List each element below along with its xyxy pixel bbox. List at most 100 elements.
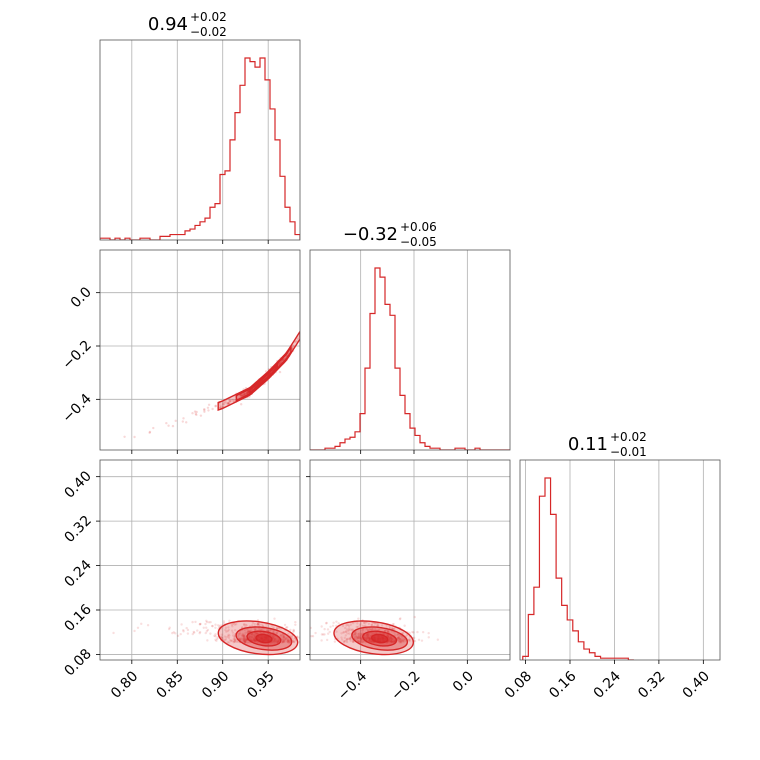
scatter-point [344, 626, 347, 630]
scatter-point [213, 634, 216, 638]
y-axis: 0.08 0.16 0.24 0.32 0.40 [61, 468, 100, 679]
scatter-point [353, 636, 356, 639]
scatter-point [276, 641, 279, 644]
scatter-point [388, 626, 392, 629]
scatter-point [204, 626, 208, 629]
scatter-point [257, 622, 260, 626]
scatter-point [287, 641, 290, 644]
scatter-point [243, 392, 247, 395]
scatter-point [282, 635, 286, 638]
scatter-point [269, 633, 272, 636]
scatter-point [358, 636, 362, 640]
scatter-point [195, 410, 198, 414]
scatter-point [367, 636, 371, 640]
scatter-point [356, 637, 360, 640]
scatter-point [289, 628, 292, 632]
scatter-point [273, 640, 276, 643]
scatter-point [294, 620, 297, 624]
scatter-point [204, 631, 207, 635]
contour-level [255, 633, 273, 644]
scatter-point [356, 637, 359, 640]
scatter-point [367, 622, 371, 626]
scatter-point [211, 624, 214, 628]
scatter-point [292, 630, 295, 633]
scatter-point [180, 623, 183, 626]
scatter-point [198, 623, 202, 626]
scatter-point [252, 638, 256, 642]
scatter-point [271, 635, 274, 638]
scatter-point [227, 401, 230, 405]
scatter-point [253, 636, 256, 639]
scatter-point [219, 624, 222, 627]
scatter-point [240, 394, 243, 397]
scatter-point [323, 633, 326, 636]
scatter-point [223, 638, 226, 642]
scatter-point [260, 623, 264, 626]
panel-frame [99, 39, 301, 241]
scatter-point [347, 637, 351, 641]
scatter-point [343, 639, 347, 643]
scatter-point [335, 630, 338, 633]
scatter-point [387, 634, 390, 637]
scatter-point [272, 637, 276, 640]
scatter-point [275, 631, 279, 634]
scatter-point [420, 639, 424, 642]
scatter-point [211, 624, 214, 628]
panel-title-value: 0.94 [148, 14, 188, 35]
scatter-point [397, 636, 401, 639]
scatter-point [348, 638, 352, 641]
panel-title-minus: −0.05 [400, 235, 437, 249]
scatter-point [272, 626, 275, 629]
scatter-point [280, 641, 284, 644]
scatter-point [302, 626, 304, 628]
scatter-point [256, 623, 260, 626]
scatter-point [346, 623, 349, 626]
scatter-point [373, 632, 376, 635]
scatter-point [345, 638, 349, 641]
scatter-point [286, 640, 289, 643]
scatter-point [244, 631, 247, 634]
scatter-point [245, 392, 249, 395]
x-tick-label: 0.32 [635, 668, 668, 701]
scatter-point [222, 622, 226, 625]
scatter-point [400, 638, 404, 642]
x-axis [131, 240, 269, 244]
scatter-point [346, 637, 349, 641]
scatter-point [191, 411, 194, 415]
x-tick-label: 0.16 [546, 668, 579, 701]
scatter-point [233, 640, 236, 643]
scatter-point [392, 640, 396, 644]
scatter-point [251, 636, 254, 640]
scatter-point [357, 633, 361, 636]
scatter-point [243, 628, 247, 632]
scatter-point [397, 637, 401, 640]
scatter-point [403, 638, 406, 641]
scatter-point [235, 639, 238, 642]
scatter-point [408, 638, 411, 641]
scatter-point [287, 639, 290, 642]
scatter-point [305, 631, 307, 633]
scatter-point [241, 634, 244, 637]
scatter-point [245, 638, 248, 642]
scatter-point [368, 636, 371, 640]
scatter-point [411, 630, 414, 634]
scatter-point [388, 640, 392, 644]
scatter-point [222, 402, 226, 406]
scatter-point [275, 627, 279, 630]
scatter-point [171, 424, 175, 428]
scatter-point [226, 641, 229, 644]
scatter-point [356, 625, 360, 629]
scatter-point [360, 632, 364, 636]
scatter-point [243, 392, 247, 395]
panel-title-value: 0.11 [568, 434, 608, 455]
scatter-point [329, 625, 332, 628]
scatter-point [303, 337, 305, 339]
scatter-point [254, 627, 257, 630]
scatter-point [311, 634, 315, 638]
scatter-point [368, 637, 372, 641]
scatter-point [408, 638, 411, 642]
scatter-point [367, 633, 370, 636]
scatter-point [398, 639, 401, 643]
scatter-point [182, 629, 185, 632]
panel-frame [519, 459, 721, 661]
